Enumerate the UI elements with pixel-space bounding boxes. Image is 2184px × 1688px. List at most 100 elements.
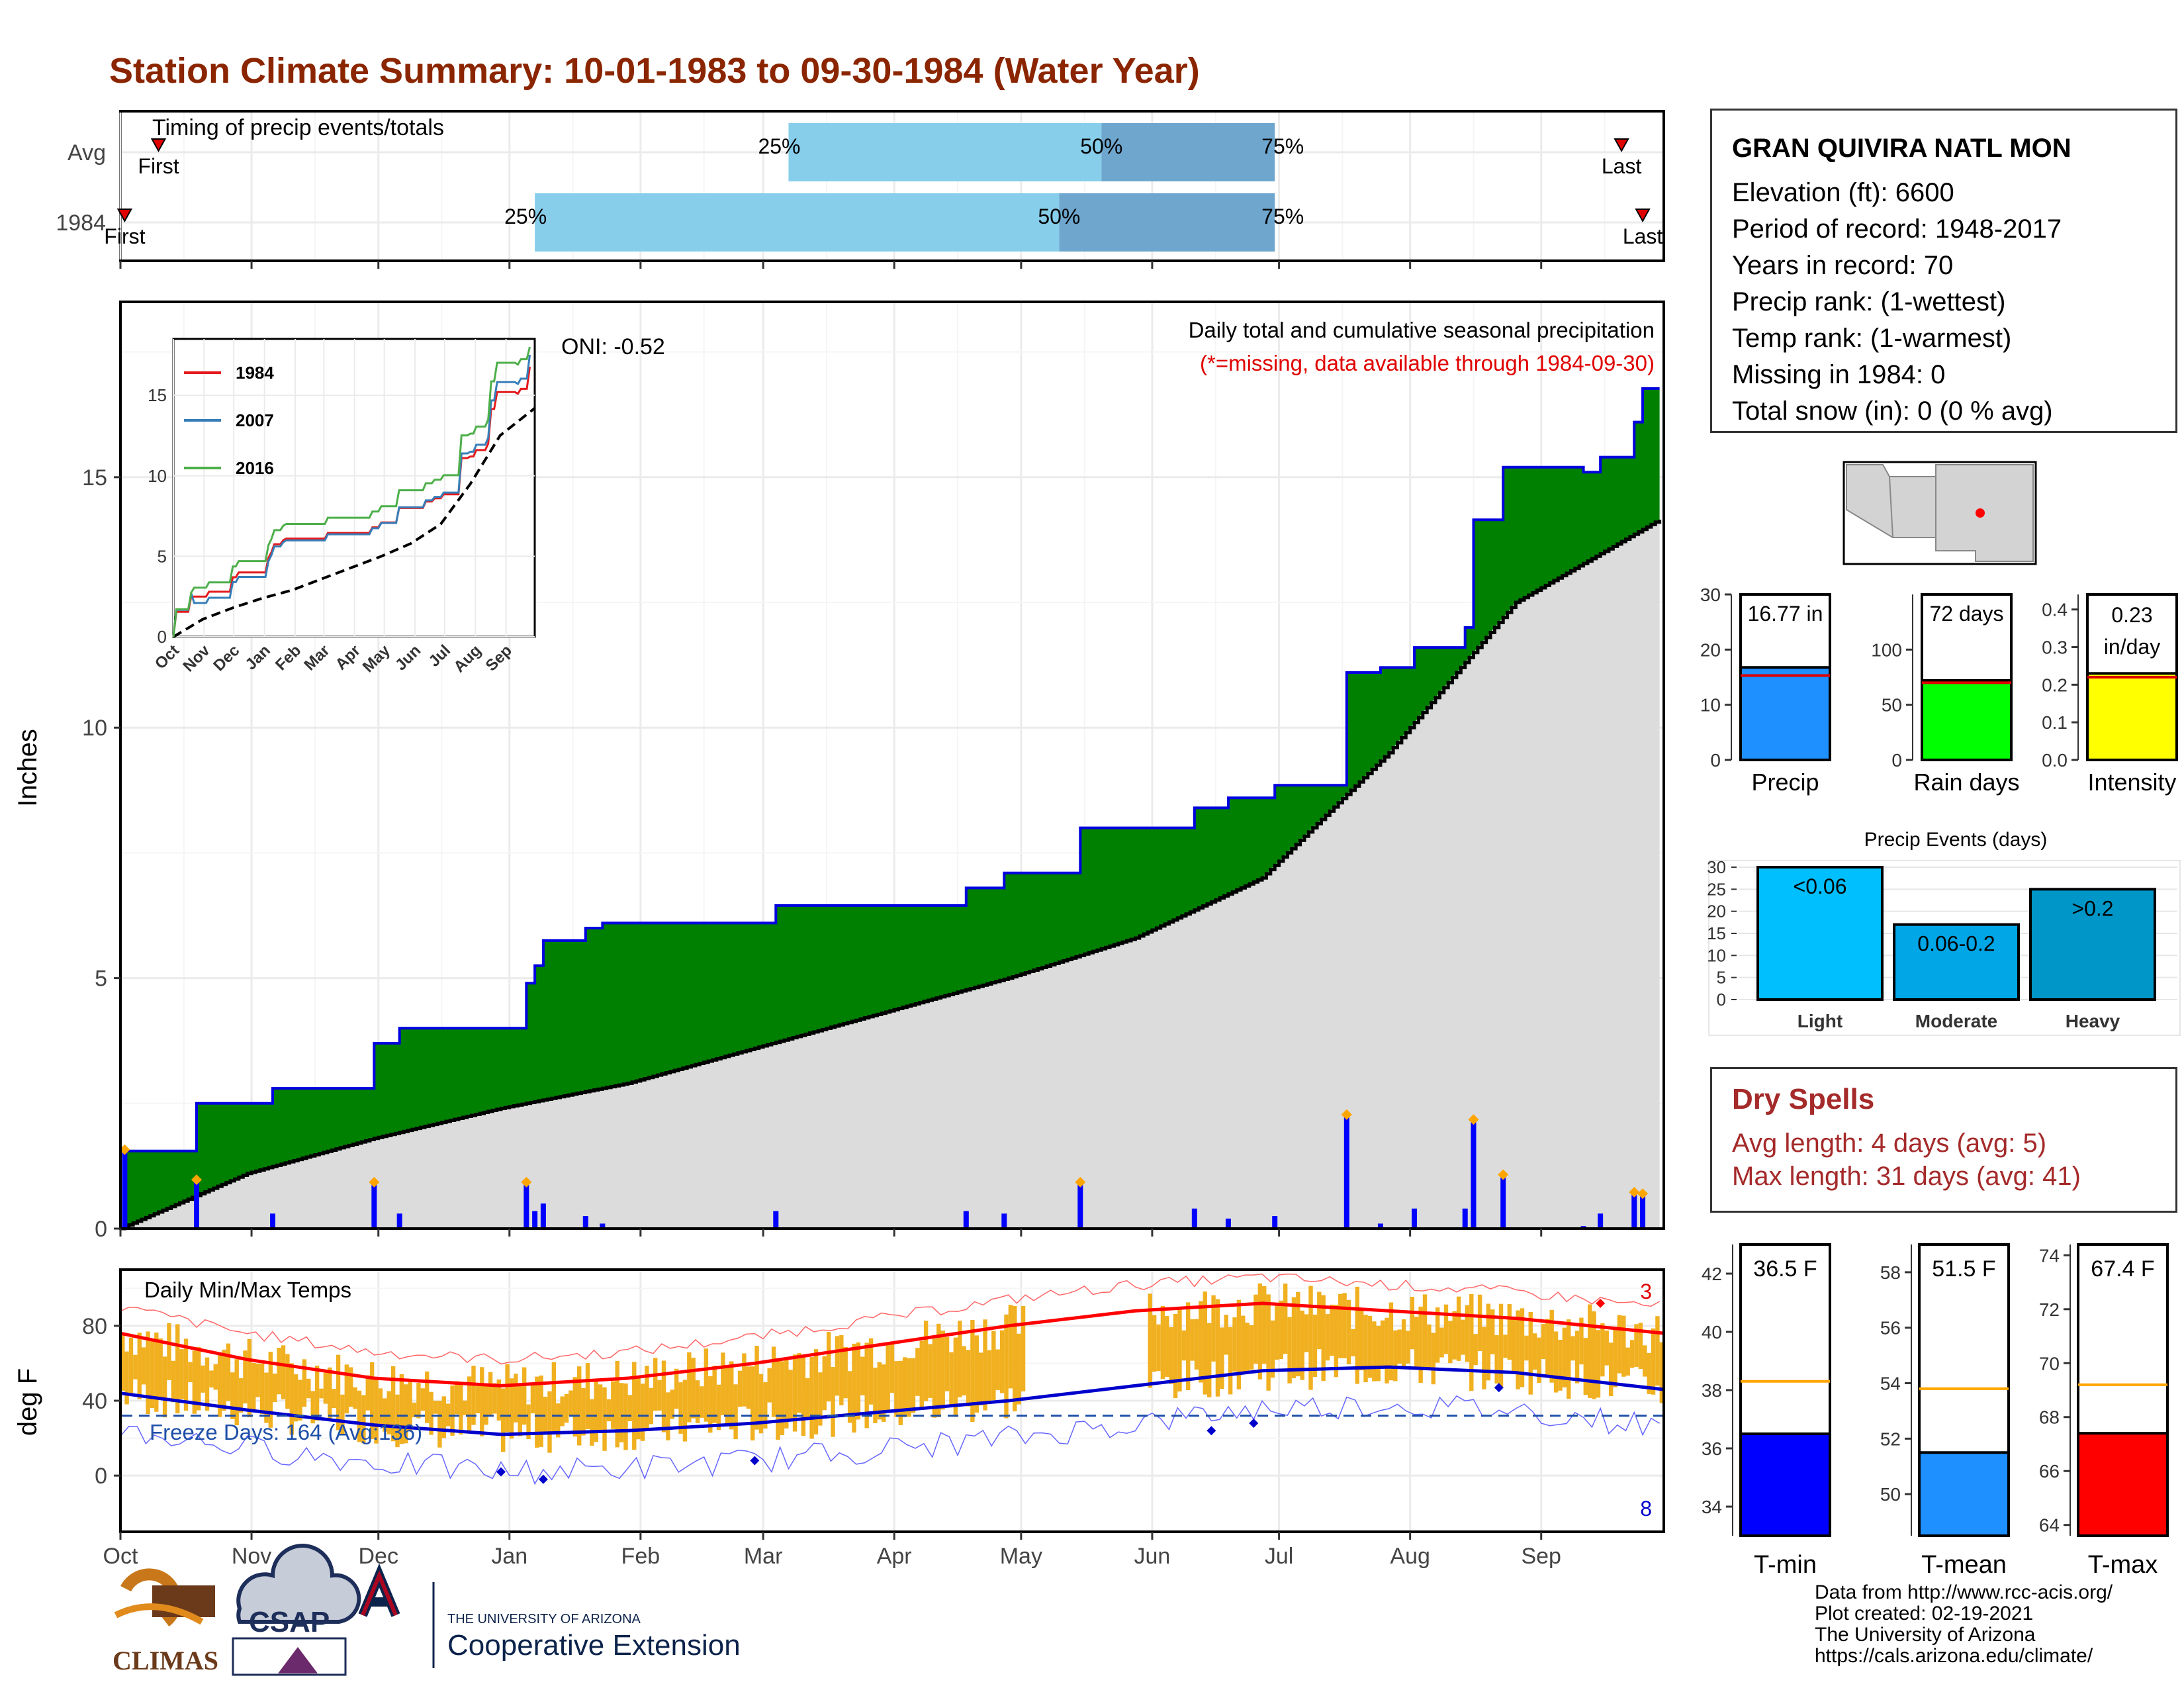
daily-temp-bar <box>399 1374 404 1444</box>
daily-precip-bar <box>122 1150 128 1229</box>
daily-temp-bar <box>365 1375 370 1411</box>
daily-temp-bar <box>1241 1315 1246 1375</box>
daily-temp-bar <box>1418 1306 1423 1383</box>
daily-temp-bar <box>120 1333 125 1391</box>
event-bar-1 <box>1893 923 2020 1001</box>
year-q2-bar <box>1059 193 1275 252</box>
station-snow: Total snow (in): 0 (0 % avg) <box>1732 397 2053 426</box>
daily-temp-bar <box>737 1370 743 1407</box>
daily-temp-bar <box>496 1379 502 1421</box>
daily-temp-bar <box>328 1367 332 1421</box>
daily-temp-bar <box>539 1375 543 1447</box>
inset-ytick-label: 0 <box>158 627 167 647</box>
daily-temp-bar <box>932 1338 937 1418</box>
daily-temp-bar <box>1372 1321 1377 1382</box>
daily-temp-bar <box>729 1361 734 1430</box>
precip-flag-marker <box>1637 1188 1649 1199</box>
daily-temp-bar <box>1410 1297 1415 1350</box>
daily-temp-bar <box>1253 1294 1258 1364</box>
daily-temp-bar <box>128 1337 134 1394</box>
record-low-marker <box>496 1467 506 1477</box>
daily-temp-bar <box>928 1344 933 1398</box>
csap-logo-text: CSAP <box>249 1606 330 1638</box>
temp-bar-label: T-max <box>2088 1551 2158 1579</box>
daily-temp-bar <box>640 1383 645 1441</box>
daily-temp-bar <box>1008 1305 1013 1389</box>
daily-temp-bar <box>915 1348 920 1396</box>
daily-temp-bar <box>691 1358 696 1419</box>
daily-temp-bar <box>826 1332 831 1402</box>
daily-precip-bar <box>1412 1208 1418 1229</box>
daily-temp-bar <box>1469 1293 1474 1391</box>
event-bar-value: <0.06 <box>1794 874 1847 898</box>
daily-temp-bar <box>1634 1324 1639 1367</box>
daily-temp-bar <box>1486 1303 1491 1381</box>
temp-ytick-label: 40 <box>82 1389 107 1414</box>
station-years: Years in record: 70 <box>1732 251 1954 280</box>
footer-line-url: https://cals.arizona.edu/climate/ <box>1815 1645 2093 1667</box>
daily-temp-bar <box>238 1378 244 1413</box>
daily-temp-bar <box>488 1372 493 1417</box>
daily-precip-bar <box>1377 1223 1383 1229</box>
daily-temp-bar <box>374 1378 379 1444</box>
daily-temp-bar <box>1520 1308 1525 1387</box>
daily-temp-bar <box>958 1321 962 1397</box>
daily-temp-bar <box>1427 1324 1432 1370</box>
daily-precip-bar <box>523 1183 529 1229</box>
inset-series-line-2007 <box>172 354 531 637</box>
daily-precip-bar <box>600 1223 606 1229</box>
avg-q1-bar <box>788 123 1102 181</box>
precip-flag-marker <box>1629 1187 1640 1198</box>
mini-bar-label: Precip <box>1751 769 1819 796</box>
month-label: Mar <box>744 1544 783 1569</box>
daily-temp-bar <box>746 1366 751 1409</box>
daily-temp-bar <box>378 1388 383 1426</box>
daily-temp-bar <box>818 1372 823 1426</box>
temp-ytick-label: 80 <box>82 1314 107 1339</box>
daily-temp-bar <box>395 1394 400 1448</box>
daily-temp-bar <box>1177 1307 1182 1392</box>
timing-p50-label: 50% <box>1080 134 1122 158</box>
daily-temp-bar <box>653 1358 658 1411</box>
inset-legend-label: 2007 <box>236 410 274 430</box>
daily-temp-bar <box>1262 1286 1267 1364</box>
temp-bar-1 <box>1918 1451 2010 1537</box>
daily-temp-bar <box>467 1376 472 1432</box>
month-label: May <box>1000 1544 1042 1569</box>
daily-temp-bar <box>919 1340 924 1408</box>
daily-temp-bar <box>1152 1315 1157 1372</box>
daily-precip-bar <box>1343 1115 1349 1229</box>
daily-temp-bar <box>758 1374 764 1434</box>
precip-flag-marker <box>1341 1109 1352 1120</box>
daily-temp-bar <box>1376 1325 1381 1382</box>
daily-temp-bar <box>822 1356 827 1411</box>
daily-temp-bar <box>264 1372 269 1423</box>
daily-temp-bar <box>349 1367 353 1407</box>
station-missing: Missing in 1984: 0 <box>1732 360 1946 389</box>
daily-temp-bar <box>1397 1329 1402 1364</box>
daily-precip-bar <box>194 1181 200 1229</box>
daily-temp-bar <box>459 1382 463 1435</box>
daily-temp-bar <box>332 1389 336 1408</box>
daily-temp-bar <box>1537 1337 1541 1383</box>
temp-bar-tick-label: 70 <box>2039 1353 2060 1374</box>
timing-last-label: Last <box>1602 154 1642 178</box>
mini-bar-tick-label: 0.0 <box>2042 750 2068 771</box>
temp-bar-tick-label: 36 <box>1702 1438 1722 1459</box>
daily-temp-bar <box>255 1363 260 1397</box>
daily-temp-bar <box>1236 1299 1242 1389</box>
footer-line-univ: The University of Arizona <box>1815 1624 2036 1646</box>
station-period: Period of record: 1948-2017 <box>1732 214 2062 244</box>
dry-spells-avg: Avg length: 4 days (avg: 5) <box>1732 1129 2047 1158</box>
daily-temp-bar <box>1516 1310 1520 1389</box>
daily-temp-bar <box>310 1391 315 1424</box>
record-low-marker <box>1494 1383 1504 1393</box>
daily-temp-bar <box>978 1352 983 1406</box>
precip-surplus-area <box>120 388 1660 1229</box>
dry-spells-box: Dry Spells Avg length: 4 days (avg: 5) M… <box>1710 1067 2177 1213</box>
daily-temp-bar <box>509 1378 514 1439</box>
temps-panel: Daily Min/Max Temps Freeze Days: 164 (Av… <box>13 261 1665 1569</box>
daily-temp-bar <box>408 1381 412 1431</box>
daily-precip-bar <box>1191 1208 1197 1229</box>
precip-ytick-label: 0 <box>95 1217 107 1242</box>
